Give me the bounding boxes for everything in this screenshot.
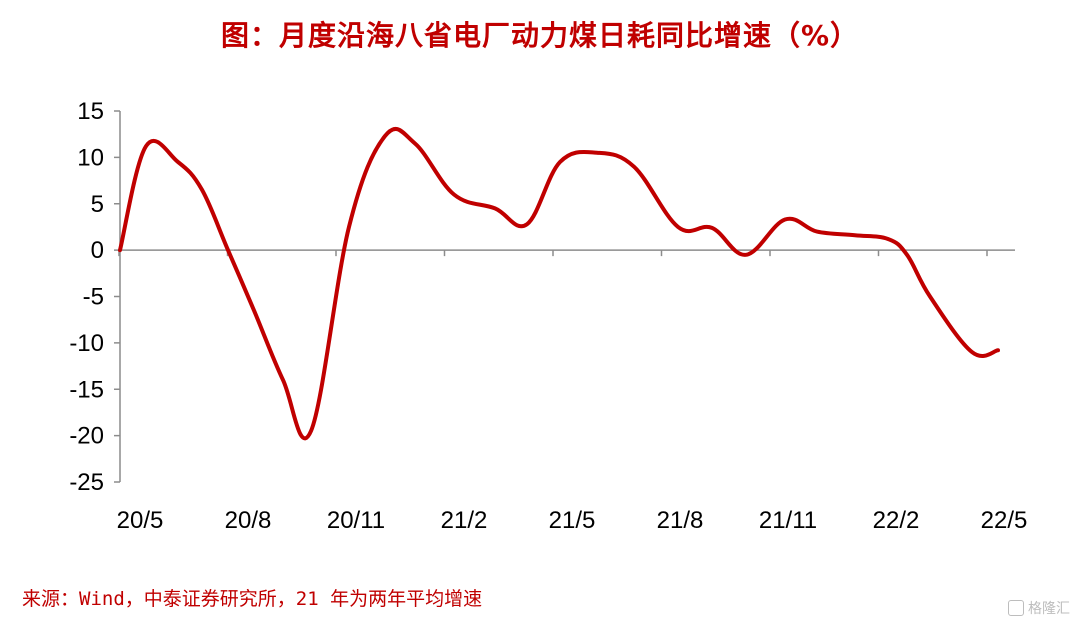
data-point [118,248,122,252]
x-axis: 20/5 20/8 20/11 21/2 21/5 21/8 21/11 22/2 22/5 [117,249,1028,534]
y-axis: 15 10 5 0 -5 -10 -15 -20 -25 [69,98,121,496]
series-line [118,126,1000,441]
data-point [928,295,932,299]
x-tick-label: 22/2 [873,507,920,534]
data-point [309,429,313,433]
data-point [144,144,148,148]
y-tick-label: -20 [69,423,104,450]
data-point [783,218,787,222]
x-tick-label: 21/8 [657,507,704,534]
x-tick-label: 22/5 [981,507,1028,534]
data-point [452,193,456,197]
data-point [493,206,497,210]
series-group [118,126,1000,441]
data-point [632,165,636,169]
y-tick-label: -15 [69,376,104,403]
data-point [996,348,1000,352]
data-point [383,134,387,138]
data-point [905,253,909,257]
data-point [558,160,562,164]
x-tick-label: 21/2 [441,507,488,534]
y-tick-label: 10 [77,144,104,171]
data-point [744,253,748,257]
data-point [710,226,714,230]
data-point [413,142,417,146]
y-tick-label: -5 [83,284,104,311]
data-point [200,188,204,192]
x-tick-label: 21/11 [759,507,817,534]
data-point [252,308,256,312]
chart-title: 图：月度沿海八省电厂动力煤日耗同比增速（%） [220,19,860,52]
data-point [525,222,529,226]
x-tick-label: 21/5 [549,507,596,534]
y-tick-label: -10 [69,330,104,357]
y-tick-label: 15 [77,98,104,125]
data-point [886,237,890,241]
watermark-label: 格隆汇 [1028,601,1070,617]
y-tick-label: 5 [91,191,104,218]
source-note: 来源：Wind，中泰证券研究所，21 年为两年平均增速 [22,588,483,610]
data-point [347,225,351,229]
data-point [970,350,974,354]
watermark: 格隆汇 [1008,598,1070,618]
data-point [676,225,680,229]
y-tick-label: 0 [91,237,104,264]
data-point [815,230,819,234]
x-tick-label: 20/5 [117,507,164,534]
watermark-logo-icon [1008,600,1024,616]
data-point [281,378,285,382]
data-point [226,248,230,252]
data-point [595,151,599,155]
data-point [853,233,857,237]
x-tick-label: 20/11 [327,507,385,534]
data-point [176,160,180,164]
x-tick-label: 20/8 [225,507,272,534]
y-tick-label: -25 [69,469,104,496]
